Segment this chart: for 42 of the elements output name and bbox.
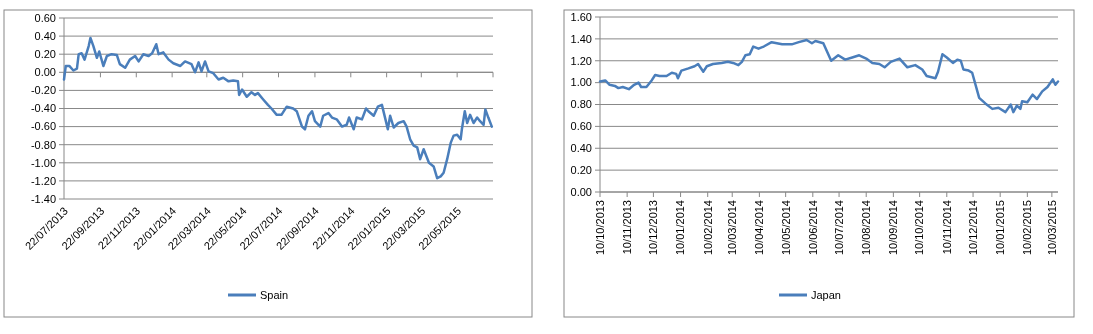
x-tick-label: 10/11/2013 xyxy=(621,200,633,255)
y-tick-label: 0.20 xyxy=(570,163,592,176)
x-tick-label: 10/07/2014 xyxy=(832,200,845,256)
x-tick-label: 10/04/2014 xyxy=(753,200,766,256)
x-tick-label: 10/06/2014 xyxy=(806,200,819,256)
line-series xyxy=(62,36,494,180)
y-tick-label: 0.80 xyxy=(570,98,592,111)
x-tick-label: 10/01/2014 xyxy=(674,200,687,256)
x-tick-label: 10/05/2014 xyxy=(779,200,792,256)
y-tick-label: 0.20 xyxy=(34,48,56,61)
y-tick-label: 0.60 xyxy=(34,11,56,24)
line-series xyxy=(598,38,1060,114)
y-tick-label: 1.00 xyxy=(570,76,592,89)
y-tick-label: -1.00 xyxy=(30,156,56,169)
legend-label: Spain xyxy=(260,288,289,301)
y-tick-label: -0.80 xyxy=(30,138,56,151)
y-tick-label: 0.40 xyxy=(34,29,56,42)
y-tick-label: -0.40 xyxy=(30,102,56,115)
y-tick-label: 1.40 xyxy=(570,32,592,45)
y-tick-label: -0.60 xyxy=(30,120,56,133)
x-tick-label: 10/08/2014 xyxy=(860,200,873,256)
x-tick-label: 10/10/2013 xyxy=(593,200,606,256)
x-tick-label: 10/01/2015 xyxy=(994,200,1007,256)
y-tick-label: -1.20 xyxy=(30,174,56,187)
x-tick-label: 10/03/2014 xyxy=(726,200,739,256)
legend-label: Japan xyxy=(811,288,841,301)
x-tick-label: 10/02/2015 xyxy=(1021,200,1034,256)
x-tick-label: 10/02/2014 xyxy=(701,200,714,256)
x-tick-label: 10/10/2014 xyxy=(913,200,926,256)
y-tick-label: 0.00 xyxy=(34,66,56,79)
y-tick-label: 1.60 xyxy=(570,10,592,23)
x-tick-label: 10/12/2014 xyxy=(966,200,979,256)
x-tick-label: 10/03/2015 xyxy=(1045,200,1058,256)
y-tick-label: 0.60 xyxy=(570,120,592,133)
x-tick-label: 10/12/2013 xyxy=(647,200,660,256)
y-tick-label: -1.40 xyxy=(30,192,56,205)
y-tick-label: -0.20 xyxy=(30,84,56,97)
y-tick-label: 0.00 xyxy=(570,185,592,198)
y-tick-label: 1.20 xyxy=(570,54,592,67)
x-tick-label: 10/11/2014 xyxy=(940,200,953,255)
y-tick-label: 0.40 xyxy=(570,142,592,155)
x-tick-label: 10/09/2014 xyxy=(887,200,900,256)
